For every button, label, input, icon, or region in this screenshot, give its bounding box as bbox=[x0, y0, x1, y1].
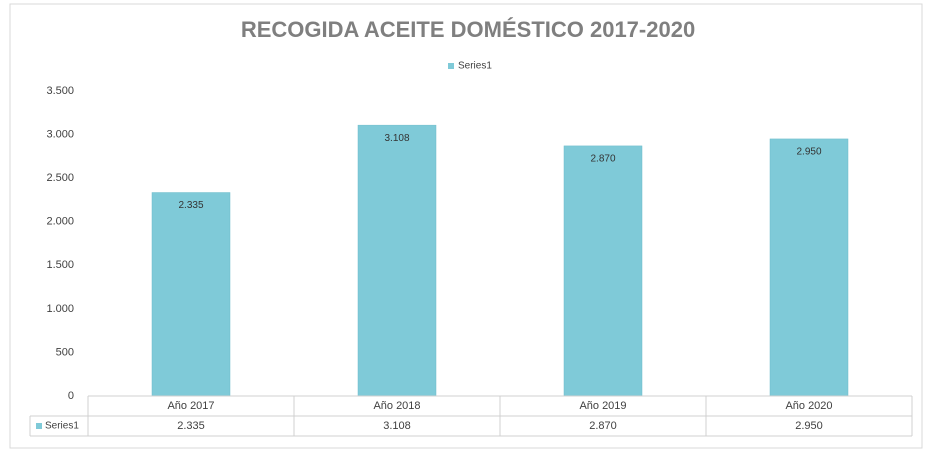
data-label: 2.870 bbox=[590, 154, 615, 165]
y-tick-label: 0 bbox=[68, 390, 74, 402]
data-label: 3.108 bbox=[384, 133, 409, 144]
table-value: 2.335 bbox=[177, 420, 205, 432]
y-tick-label: 1.500 bbox=[46, 259, 74, 271]
table-value: 2.870 bbox=[589, 420, 617, 432]
y-tick-label: 3.500 bbox=[46, 85, 74, 97]
legend-key bbox=[448, 63, 454, 69]
table-series-name: Series1 bbox=[45, 421, 79, 432]
table-legend-key bbox=[36, 423, 42, 429]
y-tick-label: 2.500 bbox=[46, 172, 74, 184]
data-label: 2.950 bbox=[796, 147, 821, 158]
bar bbox=[151, 192, 231, 397]
y-tick-label: 1.000 bbox=[46, 303, 74, 315]
y-tick-label: 500 bbox=[56, 346, 74, 358]
bar bbox=[563, 145, 643, 397]
y-tick-label: 2.000 bbox=[46, 216, 74, 228]
data-label: 2.335 bbox=[178, 200, 203, 211]
bar bbox=[357, 124, 437, 397]
chart-title: RECOGIDA ACEITE DOMÉSTICO 2017-2020 bbox=[241, 17, 695, 42]
legend-label: Series1 bbox=[458, 61, 492, 72]
x-tick-label: Año 2020 bbox=[785, 400, 832, 412]
x-tick-label: Año 2017 bbox=[167, 400, 214, 412]
x-tick-label: Año 2018 bbox=[373, 400, 420, 412]
bar bbox=[769, 138, 849, 397]
table-value: 2.950 bbox=[795, 420, 823, 432]
y-tick-label: 3.000 bbox=[46, 128, 74, 140]
table-value: 3.108 bbox=[383, 420, 411, 432]
x-tick-label: Año 2019 bbox=[579, 400, 626, 412]
